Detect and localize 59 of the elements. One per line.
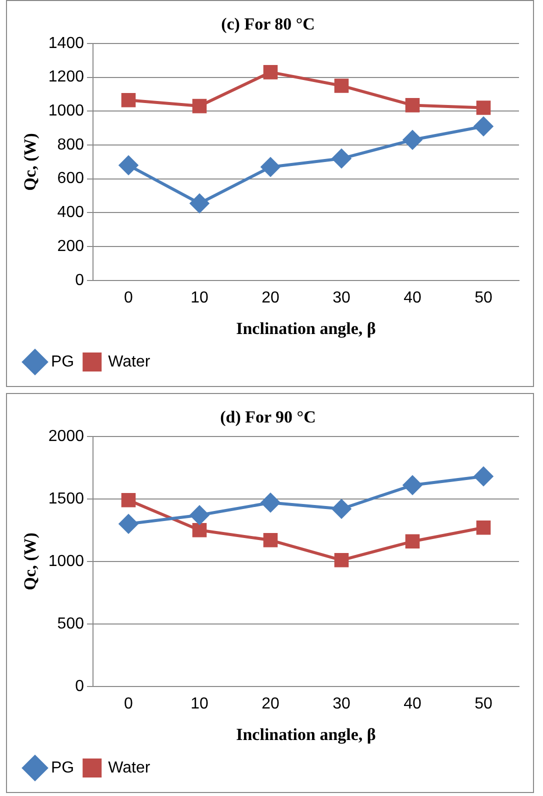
y-tick-label: 1000 [48,552,84,570]
legend-label: Water [108,353,151,370]
point [121,92,136,108]
legend-label: Water [108,759,151,776]
chart-title: (d) For 90 °C [220,408,316,427]
legend-label: PG [51,759,74,776]
point [192,522,207,538]
point [118,514,138,534]
x-tick-label: 50 [474,289,492,306]
x-axis-title: Inclination angle, β [236,725,376,744]
y-tick-label: 1000 [48,102,84,120]
point [332,499,351,518]
point [403,476,422,495]
point [476,520,491,535]
y-tick-label: 1400 [48,34,84,52]
y-tick-label: 200 [57,238,84,255]
y-tick-label: 1500 [48,490,84,508]
y-axis-title: Qc, (W) [20,532,40,590]
y-tick-label: 600 [57,170,84,188]
point [118,156,138,175]
point [263,532,278,548]
x-tick-label: 10 [190,289,208,306]
x-tick-label: 0 [124,289,134,306]
point [190,506,209,525]
y-tick-label: 0 [75,678,84,695]
point [263,65,278,80]
point [334,552,349,568]
chart-title: (c) For 80 °C [221,14,315,34]
x-tick-label: 20 [262,695,280,712]
point [403,130,422,150]
x-tick-label: 30 [332,695,350,712]
point [260,157,280,176]
point [476,100,491,115]
point [121,492,136,508]
x-tick-label: 10 [190,695,208,712]
x-tick-label: 40 [404,695,422,712]
point [260,493,280,512]
point [190,194,209,213]
legend-label: PG [51,353,74,370]
x-tick-label: 20 [262,289,280,306]
y-axis-title: Qc, (W) [20,133,40,191]
y-tick-label: 800 [57,136,84,154]
y-tick-label: 400 [57,204,84,222]
y-tick-label: 2000 [48,428,84,445]
x-tick-label: 50 [474,695,492,712]
y-tick-label: 1200 [48,68,84,86]
point [474,466,493,486]
y-tick-label: 500 [57,615,84,632]
x-tick-label: 0 [124,695,134,712]
x-tick-label: 40 [404,289,422,306]
x-tick-label: 30 [332,289,350,306]
x-axis-title: Inclination angle, β [236,319,376,338]
point [334,78,349,93]
point [405,534,420,549]
point [474,116,493,136]
y-tick-label: 0 [75,272,84,289]
point [405,98,420,112]
point [332,149,351,168]
point [192,98,207,114]
